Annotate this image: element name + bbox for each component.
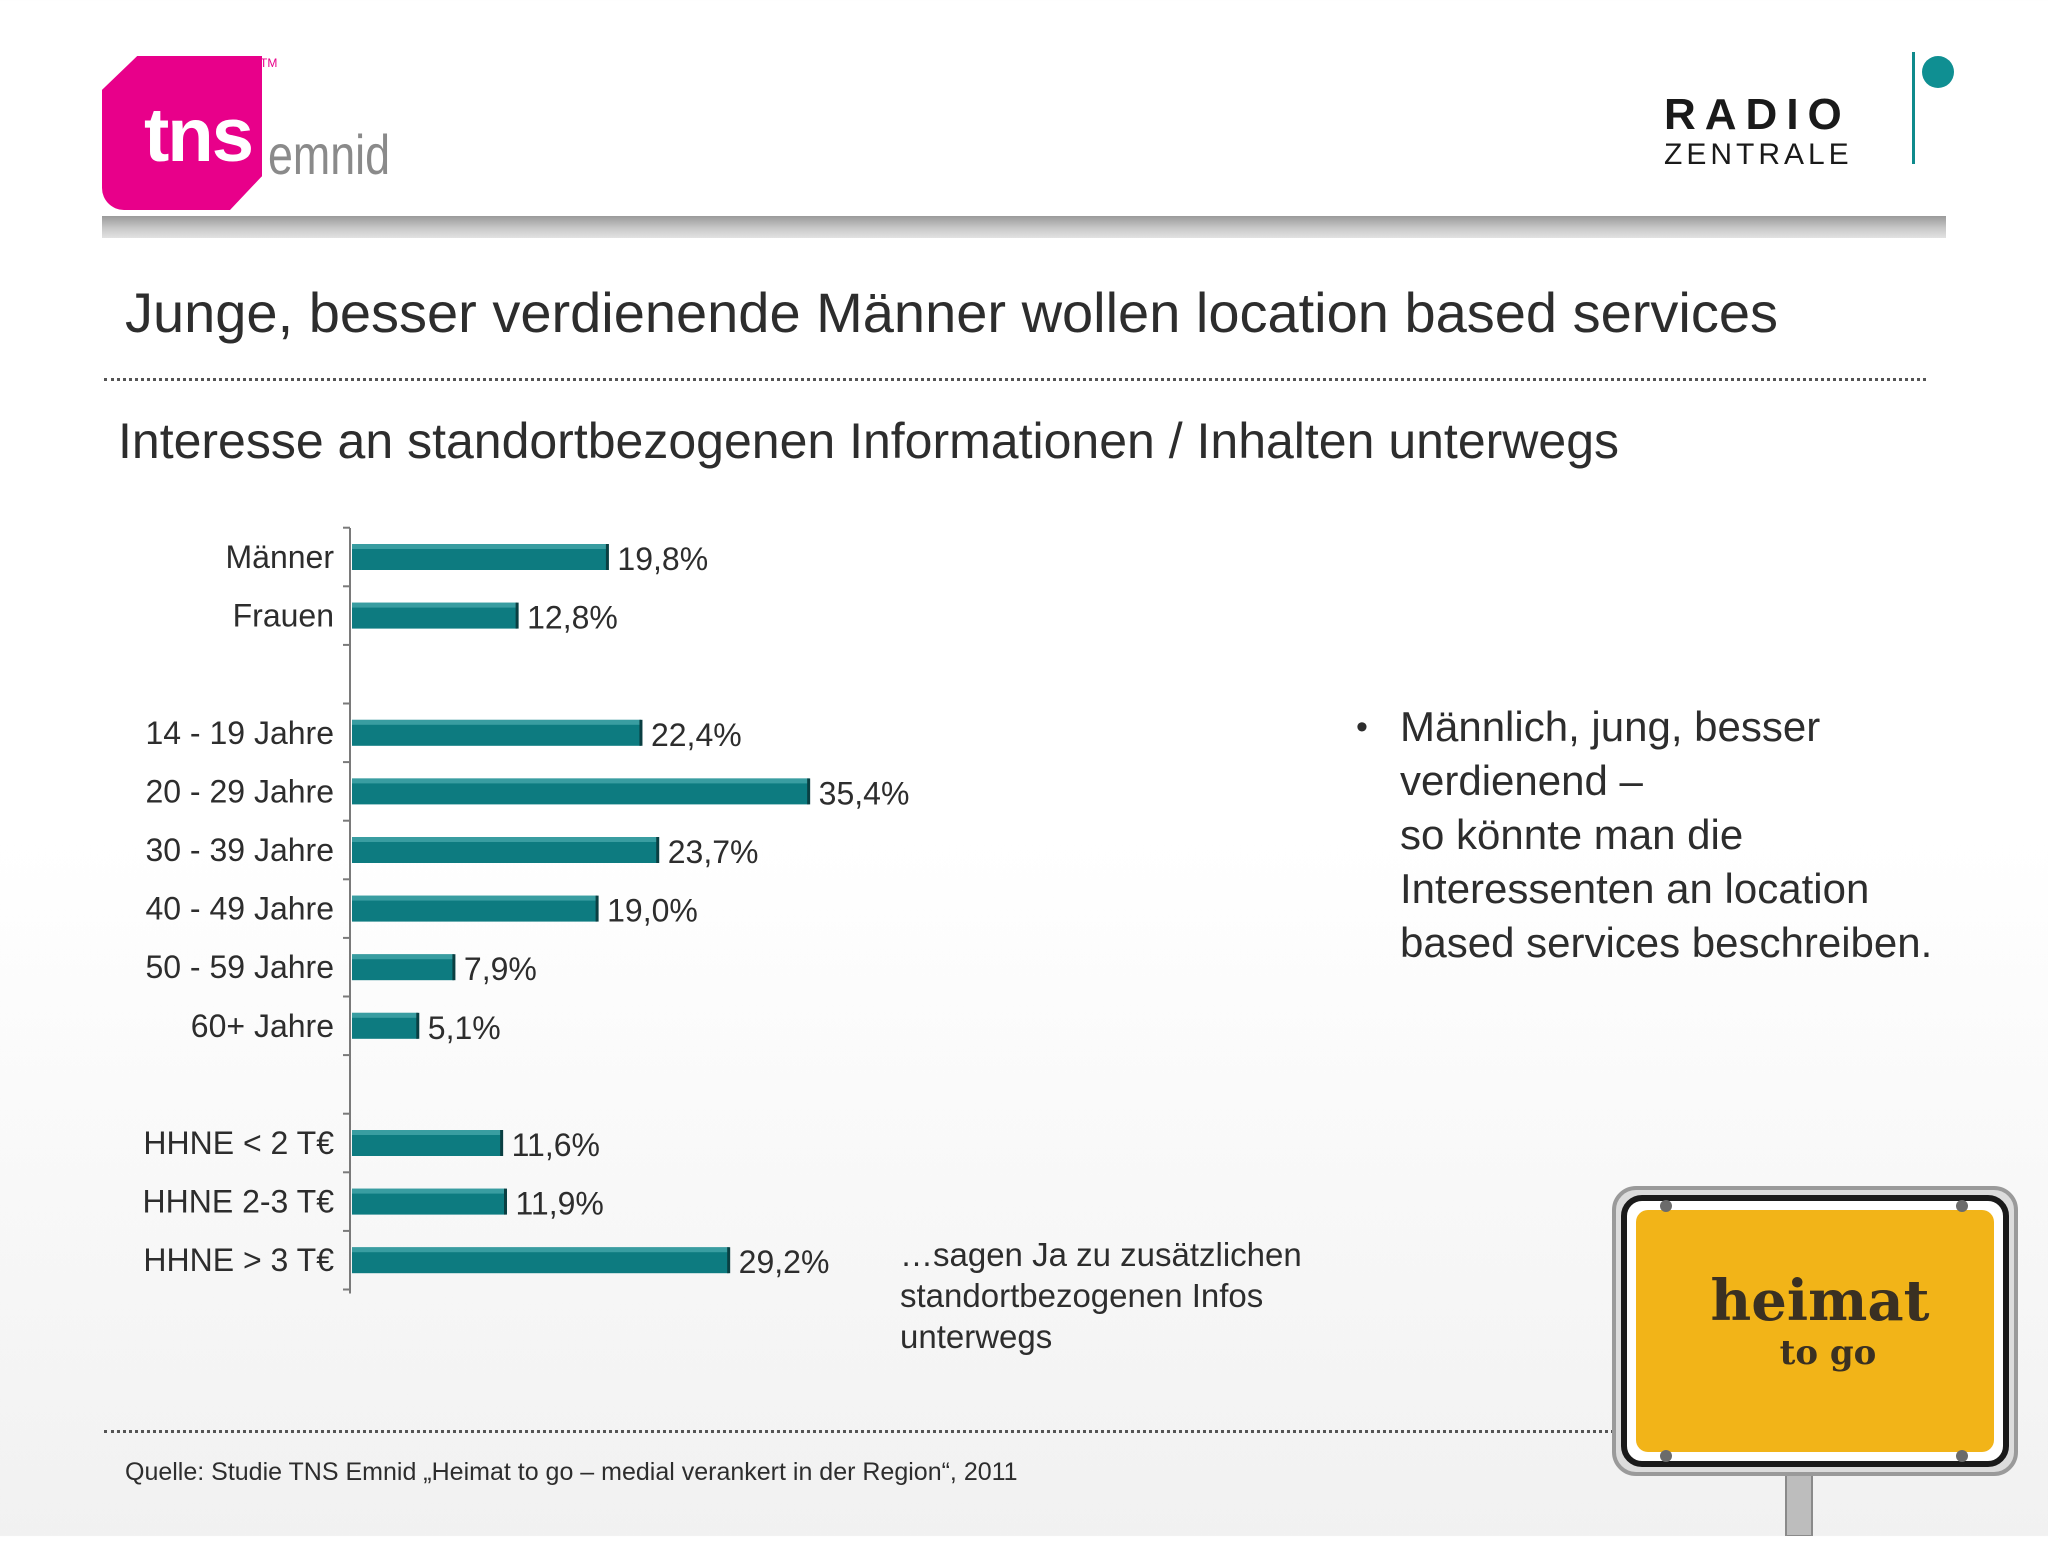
bar-highlight xyxy=(352,544,608,549)
tns-emnid-logo: tns TM emnid xyxy=(102,56,422,216)
radio-zentrale-logo: RADIO ZENTRALE xyxy=(1660,50,1960,171)
value-label: 23,7% xyxy=(668,834,759,870)
bar-highlight xyxy=(352,1130,502,1135)
value-label: 22,4% xyxy=(651,717,742,753)
bar-highlight xyxy=(352,837,658,842)
bullet-text: Männlich, jung, besser verdienend – so kön… xyxy=(1400,700,2010,970)
category-label: 40 - 49 Jahre xyxy=(145,891,334,927)
sign-word: heimat xyxy=(1710,1268,1929,1334)
sign-bolt xyxy=(1956,1200,1968,1212)
bullet-text-line: based services beschreiben. xyxy=(1400,919,1933,966)
bullet-text-line: verdienend – xyxy=(1400,757,1643,804)
value-label: 11,9% xyxy=(516,1186,604,1222)
note-text-line: standortbezogenen Infos xyxy=(900,1277,1264,1314)
category-label: HHNE > 3 T€ xyxy=(143,1242,334,1278)
category-label: Männer xyxy=(226,539,335,575)
tns-trademark: TM xyxy=(260,56,278,70)
bar-highlight xyxy=(352,719,641,725)
category-label: 50 - 59 Jahre xyxy=(145,949,334,985)
category-label: HHNE 2-3 T€ xyxy=(143,1184,335,1220)
value-label: 35,4% xyxy=(819,775,910,811)
zentrale-logo-word: ZENTRALE xyxy=(1664,138,1853,171)
value-label: 12,8% xyxy=(527,600,618,636)
emnid-logo-text: emnid xyxy=(268,123,391,186)
heimat-to-go-sign-image: heimat to go xyxy=(1600,1180,2028,1537)
category-label: 30 - 39 Jahre xyxy=(145,832,334,868)
category-label: HHNE < 2 T€ xyxy=(143,1125,334,1161)
bullet-text-line: Interessenten an location xyxy=(1400,865,1870,912)
radio-logo-bar xyxy=(1912,52,1915,164)
bullet-text-line: so könnte man die xyxy=(1400,811,1744,858)
bar-highlight xyxy=(352,1012,418,1018)
category-label: 20 - 29 Jahre xyxy=(145,773,334,809)
bar-highlight xyxy=(352,895,598,901)
tns-logo-text: tns xyxy=(144,93,254,178)
sign-bolt xyxy=(1956,1450,1968,1462)
footer-divider xyxy=(104,1430,1614,1433)
sign-bolt xyxy=(1660,1200,1672,1212)
bar-highlight xyxy=(352,954,454,960)
category-label: 60+ Jahre xyxy=(191,1008,334,1044)
tns-badge-shape xyxy=(102,56,262,210)
sign-bolt xyxy=(1660,1450,1672,1462)
bullet-text-line: Männlich, jung, besser xyxy=(1400,703,1821,750)
value-label: 19,0% xyxy=(607,893,698,929)
title-divider xyxy=(104,378,1926,381)
value-label: 5,1% xyxy=(428,1010,501,1046)
bullet-dot-icon: • xyxy=(1356,708,1368,746)
value-label: 7,9% xyxy=(464,951,537,987)
radio-logo-dot xyxy=(1922,56,1954,88)
sign-subword: to go xyxy=(1780,1333,1877,1373)
header-band xyxy=(102,216,1946,238)
bar-highlight xyxy=(352,1247,729,1253)
note-text-line: …sagen Ja zu zusätzlichen xyxy=(900,1236,1302,1273)
note-text-line: unterwegs xyxy=(900,1318,1053,1355)
bar-highlight xyxy=(352,1188,506,1194)
chart-note: …sagen Ja zu zusätzlichen standortbezogen… xyxy=(900,1234,1360,1357)
chart-subtitle: Interesse an standortbezogenen Informati… xyxy=(118,413,1620,469)
source-citation: Quelle: Studie TNS Emnid „Heimat to go –… xyxy=(125,1458,1018,1486)
value-label: 29,2% xyxy=(739,1244,830,1280)
radio-logo-word: RADIO xyxy=(1664,90,1851,139)
bar-highlight xyxy=(352,602,518,608)
bar-highlight xyxy=(352,778,809,784)
sign-graphic: heimat to go xyxy=(1612,1186,2018,1537)
value-label: 19,8% xyxy=(617,541,708,577)
sign-face xyxy=(1636,1210,1994,1452)
slide-title: Junge, besser verdienende Männer wollen … xyxy=(125,281,1778,344)
category-label: Frauen xyxy=(233,598,334,634)
value-label: 11,6% xyxy=(512,1127,600,1163)
category-label: 14 - 19 Jahre xyxy=(145,715,334,751)
